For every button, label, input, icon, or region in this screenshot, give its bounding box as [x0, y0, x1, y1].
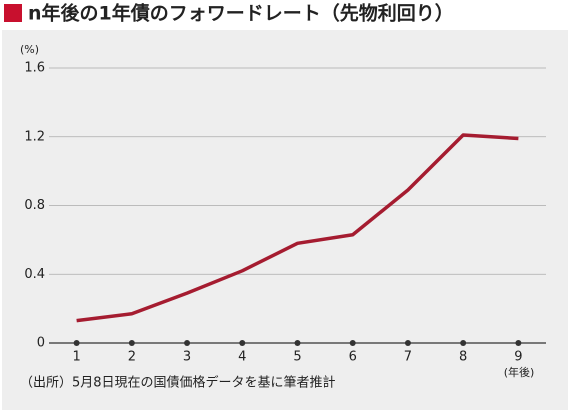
- source-note: （出所）5月8日現在の国債価格データを基に筆者推計: [20, 375, 336, 391]
- x-tick-label: 5: [293, 350, 301, 365]
- x-tick-mark: [460, 340, 467, 346]
- x-tick-label: 6: [349, 350, 357, 365]
- y-unit: (%): [20, 43, 39, 56]
- data-line: [76, 133, 519, 323]
- plot-background: [2, 30, 568, 410]
- x-tick-label: 8: [459, 350, 467, 365]
- x-tick-mark: [73, 340, 80, 346]
- y-tick-label: 0.8: [24, 198, 45, 213]
- x-tick-label: 4: [238, 350, 246, 365]
- x-tick-label: 3: [183, 350, 191, 365]
- chart-title: n年後の1年債のフォワードレート（先物利回り）: [28, 2, 454, 25]
- y-tick-label: 0.4: [24, 267, 45, 282]
- x-unit: (年後): [504, 365, 535, 379]
- x-tick-label: 9: [514, 350, 522, 365]
- x-tick-label: 2: [128, 350, 136, 365]
- x-tick-mark: [128, 340, 135, 346]
- y-tick-label: 1.6: [24, 61, 45, 76]
- x-tick-label: 1: [72, 350, 80, 365]
- x-tick-mark: [349, 340, 356, 346]
- x-tick-mark: [515, 340, 522, 346]
- x-tick-label: 7: [404, 350, 412, 365]
- x-tick-mark: [294, 340, 301, 346]
- y-tick-label: 1.2: [24, 129, 45, 144]
- y-tick-label: 0: [37, 336, 45, 351]
- title-marker: [4, 4, 22, 22]
- x-tick-mark: [239, 340, 246, 346]
- x-tick-mark: [404, 340, 411, 346]
- x-tick-mark: [184, 340, 191, 346]
